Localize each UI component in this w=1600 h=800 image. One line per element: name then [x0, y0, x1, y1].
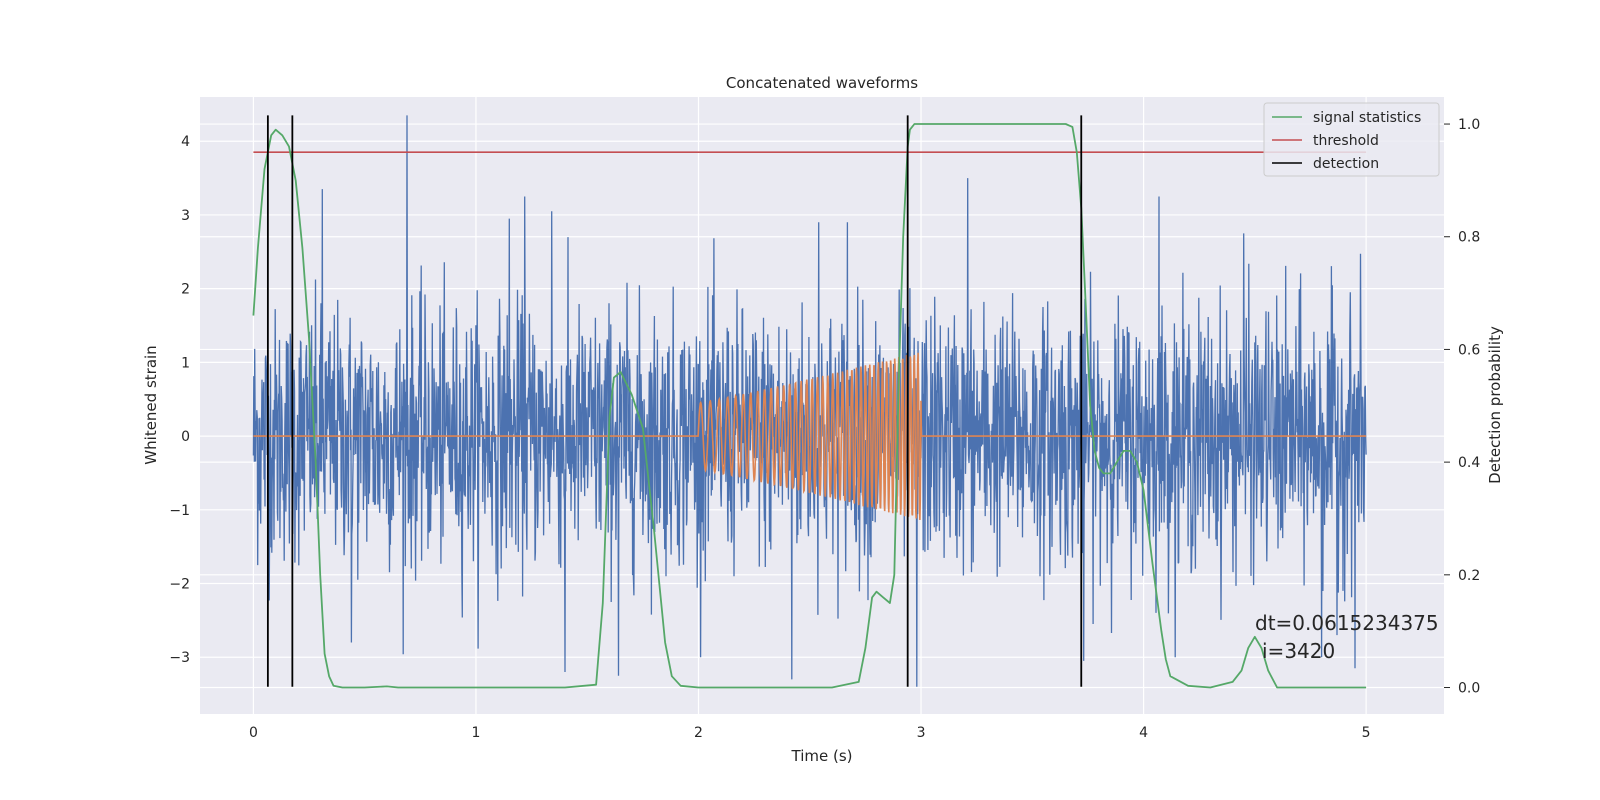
y-axis-label: Whitened strain: [142, 345, 160, 464]
detection-series: [266, 115, 1083, 687]
y-right-tick-label: 0.4: [1458, 455, 1480, 471]
strain-line: [252, 115, 1367, 687]
annotation-i: i=3420: [1262, 639, 1335, 663]
y-tick-label: 3: [181, 208, 190, 224]
y-right-tick-label: 0.2: [1458, 568, 1480, 584]
legend: signal statistics threshold detection: [1263, 102, 1440, 177]
legend-signal-statistics-label: signal statistics: [1313, 110, 1421, 126]
strain-series: [252, 115, 1367, 687]
y-tick-label: −2: [169, 577, 190, 593]
y-axis-right-label: Detection probability: [1486, 326, 1504, 484]
y-axis-ticks: −3 −2 −1 0 1 2 3 4: [169, 134, 190, 666]
y-right-tick-label: 0.8: [1458, 230, 1480, 246]
x-axis-ticks: 0 1 2 3 4 5: [249, 725, 1371, 741]
legend-detection-label: detection: [1313, 156, 1379, 172]
signal-statistics-line: [252, 123, 1367, 689]
x-tick-label: 4: [1139, 725, 1148, 741]
chart-title: Concatenated waveforms: [726, 74, 918, 92]
x-tick-label: 0: [249, 725, 258, 741]
signal-statistics-series: [252, 123, 1367, 689]
waveform-series: [253, 352, 1367, 521]
x-axis-label: Time (s): [791, 747, 853, 765]
y-tick-label: 0: [181, 429, 190, 445]
x-tick-label: 2: [694, 725, 703, 741]
legend-box: [1263, 102, 1440, 177]
x-tick-label: 3: [917, 725, 926, 741]
annotation-dt: dt=0.0615234375: [1255, 611, 1439, 635]
y-tick-label: 1: [181, 355, 190, 371]
x-tick-label: 1: [471, 725, 480, 741]
x-tick-label: 5: [1362, 725, 1371, 741]
y-tick-label: 4: [181, 134, 190, 150]
legend-threshold-label: threshold: [1313, 133, 1379, 149]
y-right-tick-label: 0.6: [1458, 342, 1480, 358]
y-tick-label: −3: [169, 650, 190, 666]
waveform-line: [253, 352, 1367, 521]
y-right-tick-label: 0.0: [1458, 681, 1480, 697]
y-tick-label: −1: [169, 503, 190, 519]
y-right-tick-label: 1.0: [1458, 117, 1480, 133]
y-tick-label: 2: [181, 282, 190, 298]
y-axis-right-ticks: 0.0 0.2 0.4 0.6 0.8 1.0: [1444, 117, 1480, 697]
